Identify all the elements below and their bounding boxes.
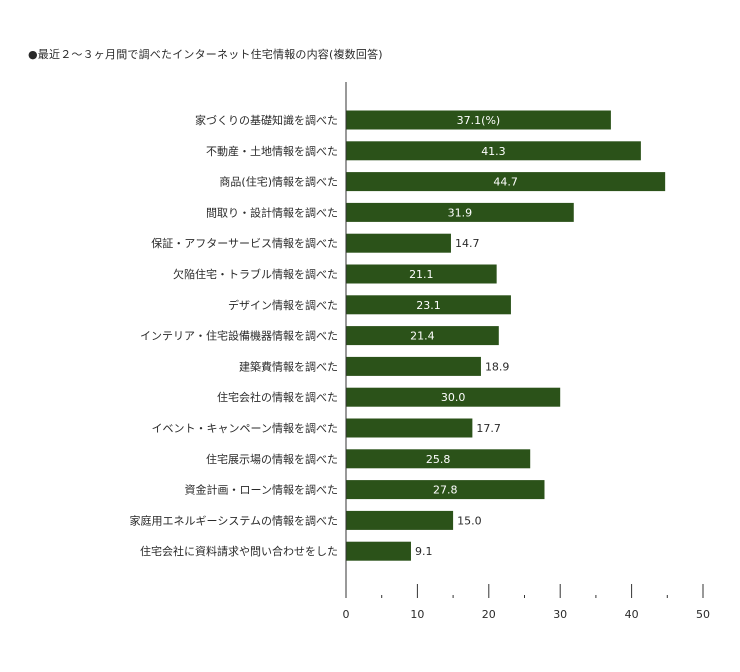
bar-value-label: 30.0 (441, 391, 466, 404)
category-label: 住宅展示場の情報を調べた (206, 452, 338, 466)
bar (346, 541, 411, 561)
category-label: 間取り・設計情報を調べた (206, 205, 338, 219)
category-label: 保証・アフターサービス情報を調べた (151, 236, 338, 250)
bar-value-label: 23.1 (416, 299, 441, 312)
bar (346, 387, 561, 407)
chart-title: ●最近２～３ヶ月間で調べたインターネット住宅情報の内容(複数回答) (28, 48, 383, 61)
category-label: 家庭用エネルギーシステムの情報を調べた (130, 513, 338, 527)
bar (346, 202, 574, 222)
bar (346, 510, 454, 530)
bar (346, 356, 481, 376)
x-tick-label: 40 (625, 608, 639, 621)
bar (346, 449, 531, 469)
axis-layer: 0 10 20 30 40 50 (343, 82, 710, 621)
category-label: イベント・キャンペーン情報を調べた (152, 421, 338, 435)
bars-layer: 家づくりの基礎知識を調べた 37.1(%) 不動産・土地情報を調べた 41.3 商品(住… (130, 110, 666, 561)
bar-value-label: 9.1 (415, 545, 433, 558)
bar (346, 326, 499, 346)
bar-value-label: 17.7 (476, 422, 501, 435)
bar-value-label: 41.3 (481, 145, 506, 158)
bar-value-label: 44.7 (493, 176, 518, 189)
bar-value-label: 27.8 (433, 484, 458, 497)
bar-value-label: 25.8 (426, 453, 451, 466)
x-tick-label: 20 (482, 608, 496, 621)
x-tick-label: 10 (410, 608, 424, 621)
category-label: 資金計画・ローン情報を調べた (185, 483, 338, 497)
category-label: 不動産・土地情報を調べた (206, 144, 338, 158)
bar-value-label: 18.9 (485, 360, 510, 373)
bar (346, 141, 641, 161)
bar (346, 233, 451, 253)
bar-value-label: 15.0 (457, 514, 482, 527)
bar (346, 110, 611, 130)
bar-value-label: 14.7 (455, 237, 480, 250)
category-label: インテリア・住宅設備機器情報を調べた (140, 329, 338, 343)
bar-value-label: 21.4 (410, 330, 435, 343)
bar (346, 264, 497, 284)
x-tick-label: 0 (343, 608, 350, 621)
bar-value-label: 21.1 (409, 268, 434, 281)
x-tick-label: 50 (696, 608, 710, 621)
category-label: 住宅会社の情報を調べた (217, 390, 338, 404)
category-label: 住宅会社に資料請求や問い合わせをした (140, 544, 338, 558)
x-tick-label: 30 (553, 608, 567, 621)
category-label: 欠陥住宅・トラブル情報を調べた (173, 267, 338, 281)
bar (346, 295, 511, 315)
category-label: 建築費情報を調べた (239, 359, 338, 373)
category-label: デザイン情報を調べた (228, 298, 338, 312)
bar-value-label: 31.9 (448, 206, 473, 219)
bar (346, 480, 545, 500)
bar (346, 418, 473, 438)
bar-value-label: 37.1(%) (457, 114, 501, 127)
bar (346, 172, 666, 192)
category-label: 商品(住宅)情報を調べた (219, 175, 338, 189)
category-label: 家づくりの基礎知識を調べた (195, 113, 338, 127)
